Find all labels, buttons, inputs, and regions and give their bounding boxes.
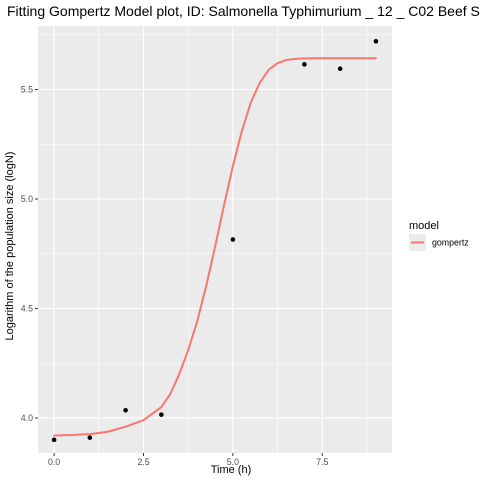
minor-gridlines (38, 26, 392, 453)
x-axis: 0.0 2.5 5.0 7.5 (48, 453, 328, 467)
data-point (51, 437, 57, 443)
data-point (337, 66, 343, 71)
observed-points (51, 39, 379, 443)
y-tick-label: 4.5 (21, 303, 33, 313)
x-tick-label: 0.0 (48, 457, 60, 467)
y-tick-label: 4.0 (21, 413, 33, 423)
x-axis-title: Time (h) (211, 464, 252, 476)
x-tick-label: 7.5 (316, 457, 328, 467)
data-point (123, 408, 128, 413)
plot-panel (38, 26, 392, 453)
x-tick-label: 5.0 (227, 457, 239, 467)
data-point (373, 39, 379, 44)
legend-title: model (409, 220, 439, 232)
y-axis-title: Logarithm of the population size (logN) (4, 152, 16, 341)
y-tick-label: 5.5 (21, 85, 33, 95)
panel-background (38, 26, 392, 453)
legend: model gompertz (409, 220, 469, 251)
data-point (302, 62, 307, 67)
data-point (87, 435, 93, 440)
chart-title: Fitting Gompertz Model plot, ID: Salmone… (7, 3, 480, 19)
legend-label-gompertz: gompertz (432, 238, 469, 248)
gompertz-fit-line (53, 57, 377, 437)
y-axis: 4.0 4.5 5.0 5.5 (21, 85, 38, 423)
y-tick-label: 5.0 (21, 194, 33, 204)
data-point (230, 237, 236, 242)
data-point (159, 412, 164, 417)
x-tick-label: 2.5 (137, 457, 149, 467)
